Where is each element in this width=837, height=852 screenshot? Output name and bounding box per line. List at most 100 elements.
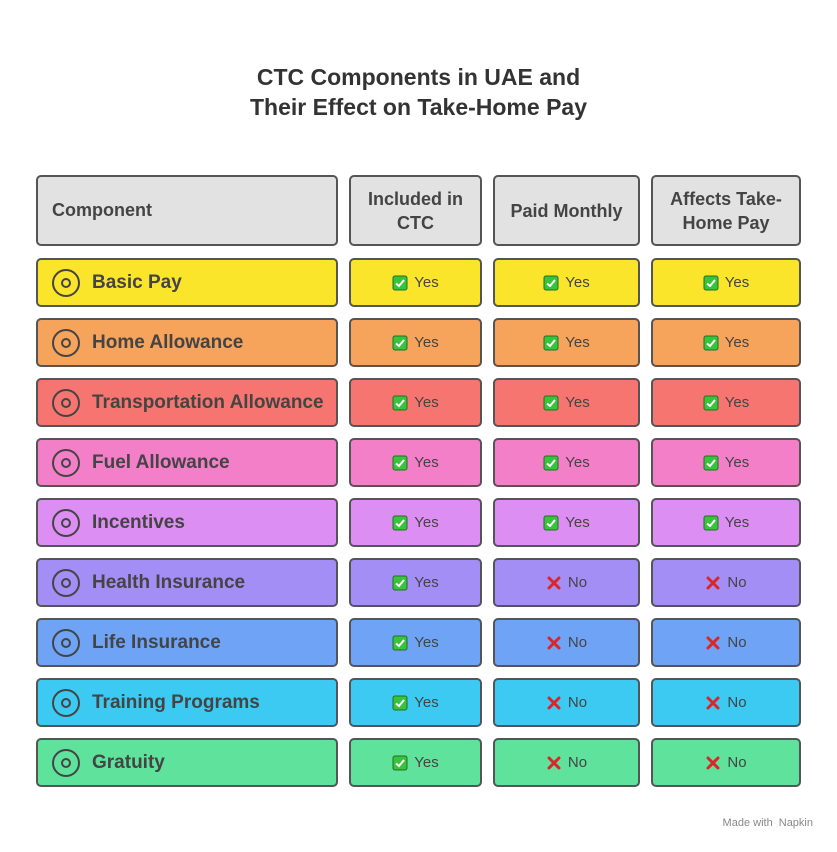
value-cell: Yes xyxy=(493,318,640,367)
header-cell: Paid Monthly xyxy=(493,175,640,246)
check-icon xyxy=(392,635,408,650)
value-cell: Yes xyxy=(349,438,482,487)
value-text: Yes xyxy=(414,394,439,411)
component-cell: Fuel Allowance xyxy=(36,438,338,487)
value-cell: Yes xyxy=(349,378,482,427)
header-cell: Included in CTC xyxy=(349,175,482,246)
component-name: Basic Pay xyxy=(92,271,182,293)
component-cell: Gratuity xyxy=(36,738,338,787)
title-line: Their Effect on Take-Home Pay xyxy=(250,94,587,120)
check-icon xyxy=(392,395,408,410)
value-text: Yes xyxy=(414,274,439,291)
value-text: Yes xyxy=(565,274,590,291)
value-cell: Yes xyxy=(349,618,482,667)
component-icon xyxy=(52,568,80,597)
component-cell: Home Allowance xyxy=(36,318,338,367)
value-text: Yes xyxy=(565,334,590,351)
value-cell: Yes xyxy=(349,258,482,307)
check-icon xyxy=(703,515,719,530)
cross-icon xyxy=(547,576,561,589)
component-name: Life Insurance xyxy=(92,631,221,653)
cross-icon xyxy=(706,636,720,649)
check-icon xyxy=(703,455,719,470)
component-icon xyxy=(52,688,80,717)
component-cell: Incentives xyxy=(36,498,338,547)
value-text: Yes xyxy=(565,514,590,531)
value-text: Yes xyxy=(414,454,439,471)
check-icon xyxy=(703,275,719,290)
value-cell: Yes xyxy=(349,558,482,607)
header-cell: Affects Take-Home Pay xyxy=(651,175,801,246)
component-icon xyxy=(52,328,80,357)
value-cell: No xyxy=(493,678,640,727)
check-icon xyxy=(703,395,719,410)
value-cell: Yes xyxy=(651,498,801,547)
value-cell: Yes xyxy=(493,438,640,487)
component-icon xyxy=(52,508,80,537)
check-icon xyxy=(392,515,408,530)
check-icon xyxy=(392,275,408,290)
component-name: Health Insurance xyxy=(92,571,246,593)
value-cell: No xyxy=(493,738,640,787)
component-name: Fuel Allowance xyxy=(92,451,230,473)
check-icon xyxy=(392,335,408,350)
component-icon xyxy=(52,628,80,657)
footer-text: Made with xyxy=(722,817,773,829)
check-icon xyxy=(392,695,408,710)
header-text: Affects Take-Home Pay xyxy=(670,188,782,233)
value-cell: Yes xyxy=(651,318,801,367)
value-cell: Yes xyxy=(349,318,482,367)
check-icon xyxy=(543,335,559,350)
component-name: Gratuity xyxy=(92,751,165,773)
component-cell: Health Insurance xyxy=(36,558,338,607)
value-text: Yes xyxy=(724,334,750,351)
check-icon xyxy=(543,455,559,470)
component-name: Incentives xyxy=(92,511,185,533)
value-text: No xyxy=(567,754,588,771)
value-cell: No xyxy=(651,738,801,787)
footer-brand: Napkin xyxy=(778,817,813,829)
value-text: Yes xyxy=(565,454,590,471)
value-text: No xyxy=(567,694,588,711)
value-cell: Yes xyxy=(493,258,640,307)
value-cell: No xyxy=(651,558,801,607)
component-cell: Basic Pay xyxy=(36,258,338,307)
check-icon xyxy=(543,515,559,530)
check-icon xyxy=(543,275,559,290)
value-text: No xyxy=(727,634,747,651)
header-cell: Component xyxy=(36,175,338,246)
value-cell: Yes xyxy=(493,498,640,547)
value-cell: Yes xyxy=(349,678,482,727)
value-cell: Yes xyxy=(651,258,801,307)
value-text: Yes xyxy=(565,394,590,411)
value-text: Yes xyxy=(414,634,439,651)
cross-icon xyxy=(706,696,720,709)
header-text: Included in CTC xyxy=(367,188,463,233)
value-text: Yes xyxy=(414,694,439,711)
header-text: Paid Monthly xyxy=(510,200,623,221)
value-cell: Yes xyxy=(651,438,801,487)
value-cell: Yes xyxy=(349,738,482,787)
value-text: Yes xyxy=(414,754,439,771)
header-text: Component xyxy=(52,200,152,220)
check-icon xyxy=(392,575,408,590)
value-text: Yes xyxy=(414,514,439,531)
component-icon xyxy=(52,448,80,477)
value-text: Yes xyxy=(724,394,750,411)
footer: Made with Napkin xyxy=(720,817,813,829)
cross-icon xyxy=(547,756,561,769)
value-text: Yes xyxy=(724,514,750,531)
value-cell: Yes xyxy=(493,378,640,427)
check-icon xyxy=(392,455,408,470)
value-cell: Yes xyxy=(349,498,482,547)
cross-icon xyxy=(706,756,720,769)
component-name: Home Allowance xyxy=(92,331,244,353)
component-icon xyxy=(52,268,80,297)
value-text: No xyxy=(727,694,747,711)
component-icon xyxy=(52,748,80,777)
check-icon xyxy=(543,395,559,410)
value-text: No xyxy=(727,574,747,591)
value-text: Yes xyxy=(724,454,750,471)
value-text: Yes xyxy=(414,334,439,351)
